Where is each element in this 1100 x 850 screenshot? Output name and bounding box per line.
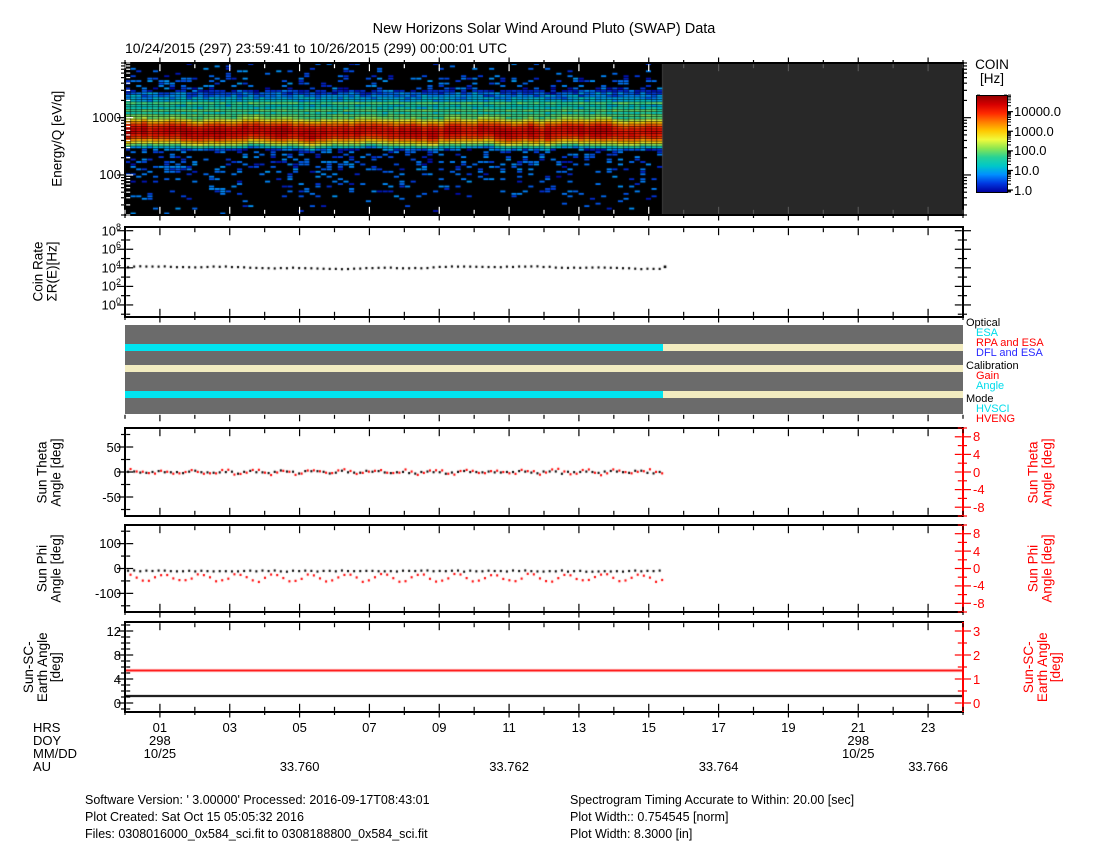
colorbar-tick-label: 1.0 [1014, 182, 1033, 198]
footer-plot-created: Plot Created: Sat Oct 15 05:05:32 2016 [85, 810, 304, 824]
y-tick-label-sun-sc-earth-right: 0 [973, 695, 981, 711]
y-tick-label-sun-theta: 50 [106, 439, 121, 455]
y-tick-label-sun-phi-right: 8 [973, 526, 981, 542]
colorbar [976, 95, 1008, 193]
y-tick-label-sun-sc-earth: 4 [113, 671, 121, 687]
colorbar-units: [Hz] [979, 71, 1004, 86]
x-tick-label-hrs: 11 [502, 720, 516, 735]
legend-group-calibration: Calibration [966, 360, 1019, 372]
y-tick-label-sun-phi: 100 [99, 536, 121, 552]
y-tick-label-sun-phi-right: 4 [973, 543, 981, 559]
plot-title: New Horizons Solar Wind Around Pluto (SW… [372, 21, 716, 37]
energy-axis-title: Energy/Q [eV/q] [49, 90, 65, 187]
legend-item-hveng: HVENG [976, 413, 1016, 425]
legend-item-hvsci: HVSCI [976, 403, 1010, 415]
y-tick-label-sun-phi: 0 [113, 561, 121, 576]
footer-files: Files: 0308016000_0x584_sci.fit to 03081… [85, 827, 428, 841]
y-tick-label-sun-theta-right: 4 [973, 446, 981, 462]
footer-software-version: Software Version: ' 3.00000' Processed: … [85, 793, 430, 807]
x-tick-label-hrs: 19 [781, 720, 796, 735]
x-tick-label-au: 33.760 [279, 759, 320, 774]
x-tick-label-au: 33.764 [698, 759, 739, 774]
x-tick-label-mmdd: 10/25 [143, 746, 177, 761]
x-tick-label-hrs: 05 [292, 720, 307, 735]
y-tick-label-sun-theta-right: 0 [973, 464, 981, 480]
xaxis-row-label-au: AU [33, 759, 52, 774]
sun-phi-axis-title-right: Sun Phi Angle [deg] [1025, 534, 1055, 603]
y-tick-label-coin-rate: 100 [101, 295, 121, 313]
sun-sc-earth-axis-title-right: Sun-SC- Earth Angle [deg] [1020, 632, 1063, 703]
colorbar-title: COIN [975, 57, 1009, 72]
colorbar-tick-label: 1000.0 [1014, 123, 1054, 139]
footer-plot-width-norm: Plot Width:: 0.754545 [norm] [570, 810, 729, 824]
y-tick-label-sun-theta-right: 8 [973, 429, 981, 445]
y-tick-label-sun-theta: 0 [113, 464, 121, 480]
colorbar-tick-label: 10000.0 [1014, 104, 1061, 120]
footer-timing-accuracy: Spectrogram Timing Accurate to Within: 2… [570, 793, 855, 807]
legend-item-angle: Angle [976, 380, 1005, 392]
y-tick-label-sun-sc-earth-right: 3 [973, 623, 981, 639]
x-tick-label-hrs: 15 [641, 720, 656, 735]
x-tick-label-hrs: 17 [711, 720, 726, 735]
y-tick-label-coin-rate: 102 [101, 277, 121, 294]
legend-item-dfl-and-esa: DFL and ESA [976, 347, 1043, 359]
x-tick-label-doy: 298 [149, 733, 171, 748]
xaxis-row-label-mmdd: MM/DD [33, 746, 78, 761]
y-tick-label-sun-theta-right: -4 [973, 482, 985, 498]
x-tick-label-hrs: 21 [851, 720, 866, 735]
legend-group-optical: Optical [966, 317, 1001, 329]
legend-item-esa: ESA [976, 327, 999, 339]
x-tick-label-hrs: 13 [571, 720, 587, 735]
y-tick-label-coin-rate: 108 [101, 221, 121, 239]
footer-left: Software Version: ' 3.00000' Processed: … [85, 792, 430, 843]
x-tick-label-au: 33.762 [489, 759, 529, 774]
x-tick-label-hrs: 01 [152, 720, 168, 735]
xaxis-row-label-doy: DOY [33, 733, 62, 748]
sun-sc-earth-axis-title-left: Sun-SC- Earth Angle [deg] [20, 632, 63, 703]
plot-subtitle: 10/24/2015 (297) 23:59:41 to 10/26/2015 … [125, 40, 508, 56]
sun-phi-axis-title-left: Sun Phi Angle [deg] [34, 534, 64, 603]
x-tick-label-hrs: 07 [362, 720, 377, 735]
y-tick-label-sun-sc-earth-right: 2 [973, 647, 981, 663]
y-tick-label-coin-rate: 104 [101, 258, 121, 276]
y-tick-label-sun-sc-earth: 12 [106, 623, 121, 639]
colorbar-tick-label: 10.0 [1014, 162, 1040, 178]
y-tick-label-sun-phi-right: 0 [973, 561, 981, 576]
legend-item-gain: Gain [976, 370, 1000, 382]
y-tick-label-energy: 1000 [92, 110, 121, 126]
y-tick-label-sun-phi-right: -4 [973, 578, 985, 594]
y-tick-label-energy: 100 [99, 167, 121, 183]
y-tick-label-sun-phi-right: -8 [973, 595, 985, 611]
x-tick-label-au: 33.766 [908, 759, 948, 774]
coin-rate-axis-title: Coin Rate ΣR(E)[Hz] [30, 241, 60, 302]
y-tick-label-coin-rate: 106 [101, 240, 121, 257]
y-tick-label-sun-theta: -50 [102, 489, 121, 505]
x-tick-label-hrs: 03 [222, 720, 237, 735]
x-tick-label-hrs: 09 [432, 720, 447, 735]
colorbar-tick-label: 100.0 [1014, 143, 1047, 159]
y-tick-label-sun-theta-right: -8 [973, 499, 985, 515]
y-tick-label-sun-sc-earth-right: 1 [973, 671, 981, 687]
x-tick-label-hrs: 23 [920, 720, 936, 735]
x-tick-label-doy: 298 [847, 733, 870, 748]
footer-right: Spectrogram Timing Accurate to Within: 2… [570, 792, 854, 843]
legend-group-mode: Mode [966, 393, 994, 405]
y-tick-label-sun-sc-earth: 8 [113, 647, 121, 663]
legend-item-rpa-and-esa: RPA and ESA [976, 337, 1044, 349]
footer-plot-width-in: Plot Width: 8.3000 [in] [570, 827, 693, 841]
y-tick-label-sun-phi: -100 [94, 585, 121, 601]
xaxis-row-label-hrs: HRS [33, 720, 61, 735]
y-tick-label-sun-sc-earth: 0 [113, 695, 121, 711]
x-tick-label-mmdd: 10/25 [841, 746, 875, 761]
